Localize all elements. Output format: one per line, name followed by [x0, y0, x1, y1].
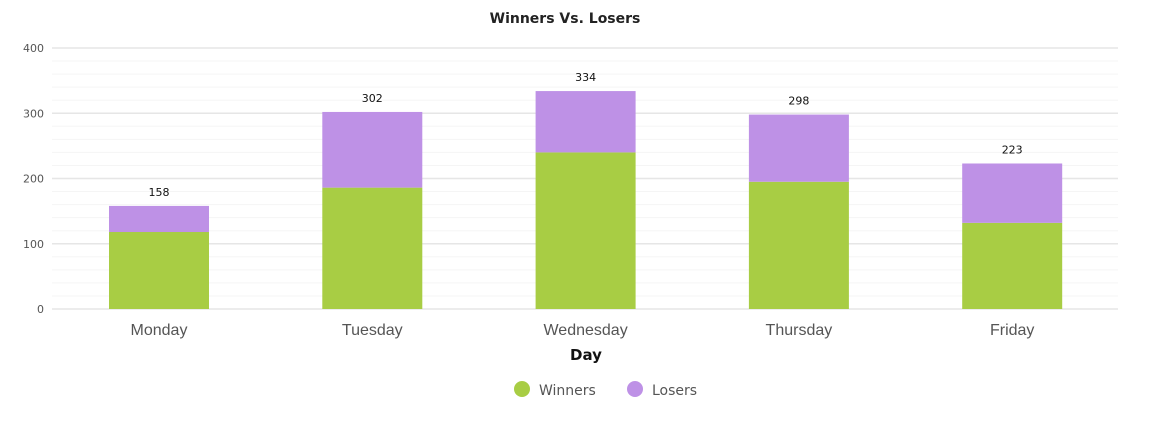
bar-losers-friday[interactable] — [962, 163, 1063, 223]
legend-label: Winners — [539, 383, 596, 399]
bar-losers-thursday[interactable] — [748, 114, 849, 182]
y-tick-label: 400 — [23, 42, 44, 55]
x-axis: Monday Tuesday Wednesday Thursday Friday — [131, 322, 1035, 339]
bar-losers-wednesday[interactable] — [535, 91, 636, 153]
total-label: 298 — [788, 95, 809, 108]
bars — [109, 91, 1063, 309]
total-label: 158 — [149, 186, 170, 199]
x-tick-label: Tuesday — [342, 322, 403, 339]
legend-marker — [514, 381, 530, 397]
legend-marker — [627, 381, 643, 397]
chart-title: Winners Vs. Losers — [490, 11, 641, 27]
total-label: 334 — [575, 71, 596, 84]
total-label: 223 — [1002, 143, 1023, 156]
bar-winners-wednesday[interactable] — [535, 152, 636, 309]
x-tick-label: Friday — [990, 322, 1034, 339]
y-tick-label: 200 — [23, 173, 44, 186]
x-tick-label: Monday — [131, 322, 188, 339]
bar-losers-monday[interactable] — [109, 205, 209, 233]
legend-label: Losers — [652, 383, 697, 399]
legend-item-losers[interactable]: Losers — [627, 381, 697, 399]
y-tick-label: 0 — [37, 303, 44, 316]
y-tick-label: 100 — [23, 238, 44, 251]
bar-winners-friday[interactable] — [962, 222, 1063, 309]
legend-item-winners[interactable]: Winners — [514, 381, 596, 399]
legend: Winners Losers — [514, 381, 697, 399]
y-axis: 0 100 200 300 400 — [23, 42, 44, 316]
data-labels: 158 302 334 298 223 — [149, 71, 1023, 199]
x-axis-title: Day — [570, 346, 602, 364]
total-label: 302 — [362, 92, 383, 105]
x-tick-label: Wednesday — [543, 322, 627, 339]
bar-winners-thursday[interactable] — [748, 181, 849, 309]
bar-losers-tuesday[interactable] — [322, 111, 423, 188]
bar-winners-monday[interactable] — [109, 232, 209, 309]
x-tick-label: Thursday — [766, 322, 833, 339]
bar-winners-tuesday[interactable] — [322, 187, 423, 309]
y-tick-label: 300 — [23, 107, 44, 120]
